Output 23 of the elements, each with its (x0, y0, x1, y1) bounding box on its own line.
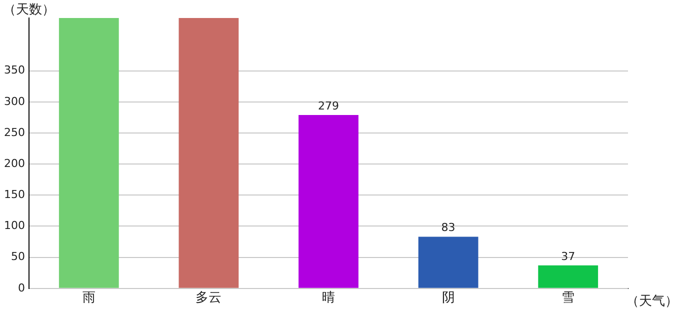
y-tick-label: 150 (4, 188, 25, 202)
bar (58, 18, 119, 288)
y-tick-label: 100 (4, 219, 25, 232)
data-label: 279 (318, 99, 339, 112)
y-tick-label: 0 (18, 281, 25, 294)
y-tick-label: 250 (4, 126, 25, 139)
x-tick-label: 多云 (196, 290, 222, 306)
data-label: 83 (441, 221, 456, 234)
bar (418, 236, 478, 288)
x-tick-label: 阴 (442, 290, 455, 306)
bar (298, 114, 358, 288)
bar (538, 265, 598, 288)
data-label: 37 (561, 250, 576, 263)
y-tick-label: 200 (4, 156, 25, 170)
x-tick-label: 雪 (562, 290, 575, 306)
x-axis-title: （天气） (626, 294, 678, 309)
bar (178, 18, 239, 288)
x-tick-label: 雨 (82, 290, 96, 306)
y-tick-label: 300 (4, 94, 25, 108)
y-tick-label: 50 (10, 250, 25, 264)
y-axis-title: （天数） (3, 2, 55, 18)
x-tick-label: 晴 (322, 290, 335, 306)
y-tick-label: 350 (4, 64, 25, 77)
